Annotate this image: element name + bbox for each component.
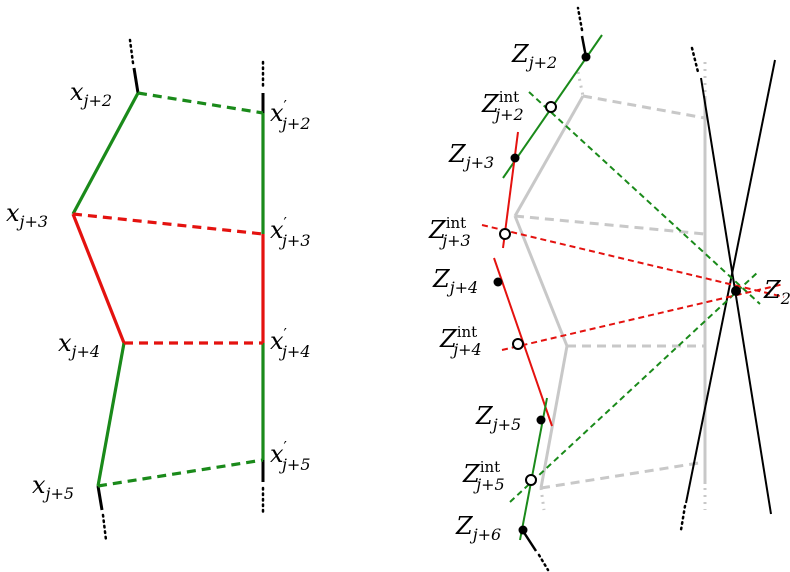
label-Z-2: Z2 — [763, 276, 790, 308]
point-Zint-j3 — [499, 228, 511, 240]
green-projection-upper — [528, 91, 761, 305]
point-Zint-j5 — [525, 474, 537, 486]
point-Z-j2 — [581, 52, 591, 62]
red-projection-lower — [501, 283, 785, 351]
label-Zint-j4: Zint j+4 — [439, 323, 482, 359]
point-Z-j4 — [493, 277, 503, 287]
left-panel: xj+2 xj+3 xj+4 xj+5 x′ j+2 x′ j+3 x′ j+4 x′… — [6, 38, 311, 542]
z2-line-2 — [685, 59, 776, 504]
gray-reference-chain — [513, 62, 707, 511]
right-panel: Zj+2 Zint j+2 Zj+3 Zint j+3 Zj+4 Zint j+4 Z… — [428, 6, 790, 572]
right-chain-top-dots — [576, 6, 584, 32]
red-projection-upper — [481, 224, 785, 298]
left-chain-top-dots — [128, 38, 135, 65]
z2-line-1-dots — [690, 46, 700, 74]
right-chain-bottom-tail — [521, 530, 538, 552]
left-chain-bottom-tail — [96, 485, 104, 511]
label-x-j3: xj+3 — [6, 199, 48, 231]
point-Zint-j2 — [545, 101, 557, 113]
label-x-j5: xj+5 — [32, 471, 74, 503]
label-Z-j2: Zj+2 — [511, 40, 557, 72]
label-x-j4: xj+4 — [58, 329, 100, 361]
right-chain-bottom-dots — [537, 553, 550, 572]
left-chain-segment-green-lower — [96, 342, 126, 487]
left-chain-segment-red-1 — [71, 213, 126, 344]
label-Z-j3: Zj+3 — [448, 140, 494, 172]
label-Z-j5: Zj+5 — [475, 402, 521, 434]
point-Z-2 — [731, 286, 741, 296]
left-connector-j3 — [72, 212, 264, 236]
green-projection-lower — [509, 271, 759, 503]
label-Zint-j3: Zint j+3 — [428, 214, 471, 250]
label-xprime-j2: x′ j+2 — [270, 97, 311, 133]
left-chain-bottom-dots — [101, 513, 108, 542]
point-Z-j3 — [510, 153, 520, 163]
label-Z-j6: Zj+6 — [455, 512, 501, 544]
label-xprime-j4: x′ j+4 — [270, 325, 311, 361]
label-x-j2: xj+2 — [70, 78, 112, 110]
label-xprime-j5: x′ j+5 — [270, 438, 311, 474]
left-chain-top-tail — [132, 67, 140, 94]
left-chain-segment-green-upper — [71, 92, 140, 215]
label-Z-j4: Zj+4 — [432, 265, 478, 297]
z2-line-2-dots — [679, 504, 687, 532]
point-Z-j6 — [518, 525, 528, 535]
label-Zint-j2: Zint j+2 — [481, 88, 524, 124]
label-Zint-j5: Zint j+5 — [462, 458, 505, 494]
label-xprime-j3: x′ j+3 — [270, 214, 311, 250]
left-connector-j5 — [97, 458, 264, 488]
point-Z-j5 — [536, 415, 546, 425]
point-Zint-j4 — [512, 338, 524, 350]
left-connector-j2 — [137, 91, 264, 115]
